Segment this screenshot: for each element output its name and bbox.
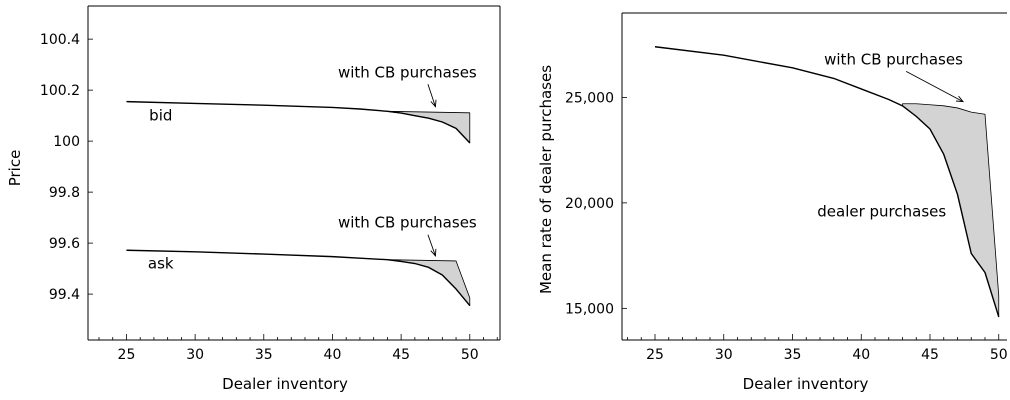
x-tick-label: 50 bbox=[990, 347, 1008, 363]
y-tick-label: 99.4 bbox=[49, 287, 80, 303]
x-tick-label: 40 bbox=[852, 347, 870, 363]
annotation-label: with CB purchases bbox=[338, 63, 477, 81]
series-line-1 bbox=[126, 250, 469, 305]
x-tick-label: 45 bbox=[392, 347, 410, 363]
y-axis-title: Price bbox=[6, 150, 24, 187]
x-axis-title: Dealer inventory bbox=[222, 375, 348, 393]
y-tick-label: 25,000 bbox=[565, 90, 614, 106]
annotation-label: with CB purchases bbox=[824, 50, 963, 68]
x-tick-label: 25 bbox=[646, 347, 664, 363]
y-axis-title: Mean rate of dealer purchases bbox=[537, 65, 555, 294]
annotation-label: bid bbox=[149, 107, 172, 125]
y-tick-label: 99.6 bbox=[49, 236, 80, 252]
cb-region-1 bbox=[387, 260, 469, 306]
annotation-label: ask bbox=[148, 255, 174, 273]
series-line-0 bbox=[655, 47, 999, 317]
x-tick-label: 25 bbox=[118, 347, 136, 363]
x-tick-label: 30 bbox=[715, 347, 733, 363]
x-tick-label: 45 bbox=[921, 347, 939, 363]
annotation-arrow bbox=[428, 84, 436, 106]
x-tick-label: 35 bbox=[784, 347, 802, 363]
y-tick-label: 99.8 bbox=[49, 185, 80, 201]
annotation-label: dealer purchases bbox=[817, 202, 946, 220]
x-tick-label: 40 bbox=[324, 347, 342, 363]
annotation-arrow bbox=[906, 71, 963, 101]
price-chart: 25 30 35 40 45 50 99.4 99.6 99.8 100 100.2 100.4 Dea… bbox=[6, 6, 500, 393]
cb-region-0 bbox=[387, 111, 469, 143]
series-line-0 bbox=[126, 102, 469, 143]
annotation-arrow bbox=[428, 235, 436, 256]
x-axis-title: Dealer inventory bbox=[743, 375, 869, 393]
y-tick-label: 100.4 bbox=[40, 32, 80, 48]
x-tick-label: 50 bbox=[461, 347, 479, 363]
purchases-chart: 25 30 35 40 45 50 15,000 20,000 25,000 Dealer inv… bbox=[537, 13, 1008, 393]
y-tick-label: 100.2 bbox=[40, 83, 80, 99]
y-tick-label: 15,000 bbox=[565, 301, 614, 317]
y-tick-label: 100 bbox=[53, 134, 80, 150]
annotation-label: with CB purchases bbox=[338, 214, 477, 232]
y-tick-label: 20,000 bbox=[565, 196, 614, 212]
x-tick-label: 35 bbox=[255, 347, 273, 363]
x-tick-label: 30 bbox=[186, 347, 204, 363]
